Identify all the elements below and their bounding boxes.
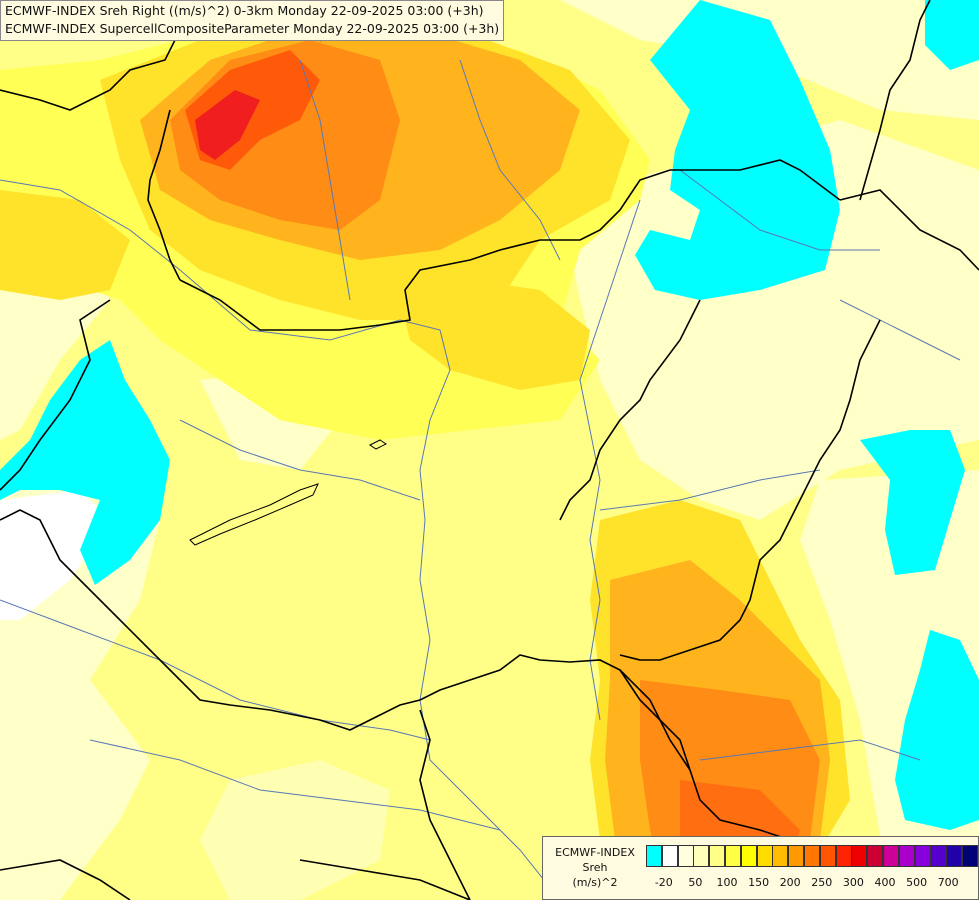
legend-tick-label: 200 [779,876,801,889]
river-tisza [579,199,641,721]
border-serbia-romania [619,669,691,771]
river-mures [599,469,821,511]
border-romania-hungary [559,299,701,521]
cyan-region-east [860,430,965,575]
legend-swatch [962,845,978,867]
red-core-north [195,90,260,160]
border-west-austria [0,299,111,491]
legend-title: ECMWF-INDEX Sreh (m/s)^2 [547,845,643,890]
river-northeast [679,169,880,251]
cyan-region-southeast [895,630,979,830]
legend-tick-label: -20 [654,876,673,889]
legend-swatch [740,845,757,867]
legend-swatch [819,845,836,867]
border-north-east [859,0,931,201]
cyan-region-northeast-corner [925,0,979,70]
border-ukraine-romania [839,189,979,271]
legend-swatch [646,845,662,867]
gold-band-west [0,190,130,300]
river-lines [0,59,961,900]
legend-swatch [804,845,820,867]
pale-region-south [200,760,390,900]
legend-swatch [946,845,963,867]
legend-swatch [788,845,805,867]
river-sava [89,739,501,831]
border-south [299,859,471,900]
river-north-1 [299,59,351,301]
legend-swatch [756,845,773,867]
legend-tick-label: 250 [811,876,833,889]
cyan-region-northeast [635,0,840,300]
legend-swatch [835,845,852,867]
map-title-line-2: ECMWF-INDEX SupercellCompositeParameter … [5,21,500,36]
legend-swatch [883,845,899,867]
border-east-romania [619,319,881,661]
river-east [839,299,961,361]
legend-swatch [709,845,726,867]
legend-swatch [677,845,694,867]
border-montenegro [0,859,131,900]
river-drava [0,599,431,741]
border-slovak-hungary [179,159,841,331]
legend-swatch [772,845,789,867]
legend-tick-label: 400 [874,876,896,889]
map-title-box: ECMWF-INDEX Sreh Right ((m/s)^2) 0-3km M… [0,0,505,41]
legend-swatch [693,845,710,867]
legend-tick-label: 500 [906,876,928,889]
river-west [179,419,421,501]
lake-balaton [189,483,319,546]
legend-swatch [914,845,931,867]
border-slovenia-croatia [0,509,791,841]
legend-title-parameter: Sreh [582,861,608,874]
legend-tick-label: 100 [716,876,738,889]
legend-swatch [867,845,884,867]
cyan-region-west [0,340,170,585]
river-southeast [699,739,921,761]
border-bosnia-serbia [419,709,471,900]
legend-swatch [930,845,947,867]
gold-band-center [400,280,590,390]
map-title-line-1: ECMWF-INDEX Sreh Right ((m/s)^2) 0-3km M… [5,3,484,18]
legend-swatch [661,845,678,867]
legend-title-unit: (m/s)^2 [572,876,618,889]
legend-swatch [725,845,741,867]
border-austria-hungary [147,109,181,281]
legend-swatch [851,845,868,867]
white-region-southwest [0,490,110,620]
river-north-2 [459,59,561,261]
legend-tick-label: 150 [748,876,770,889]
legend-title-source: ECMWF-INDEX [555,846,635,859]
river-danube [0,179,561,900]
legend-tick-label: 700 [937,876,959,889]
legend-tick-label: 50 [688,876,703,889]
legend-swatch [898,845,915,867]
color-legend: ECMWF-INDEX Sreh (m/s)^2 -20 50 100 150 200 2… [542,836,979,900]
legend-tick-label: 300 [842,876,864,889]
lake-small [369,439,387,450]
pale-region-east [560,120,979,520]
